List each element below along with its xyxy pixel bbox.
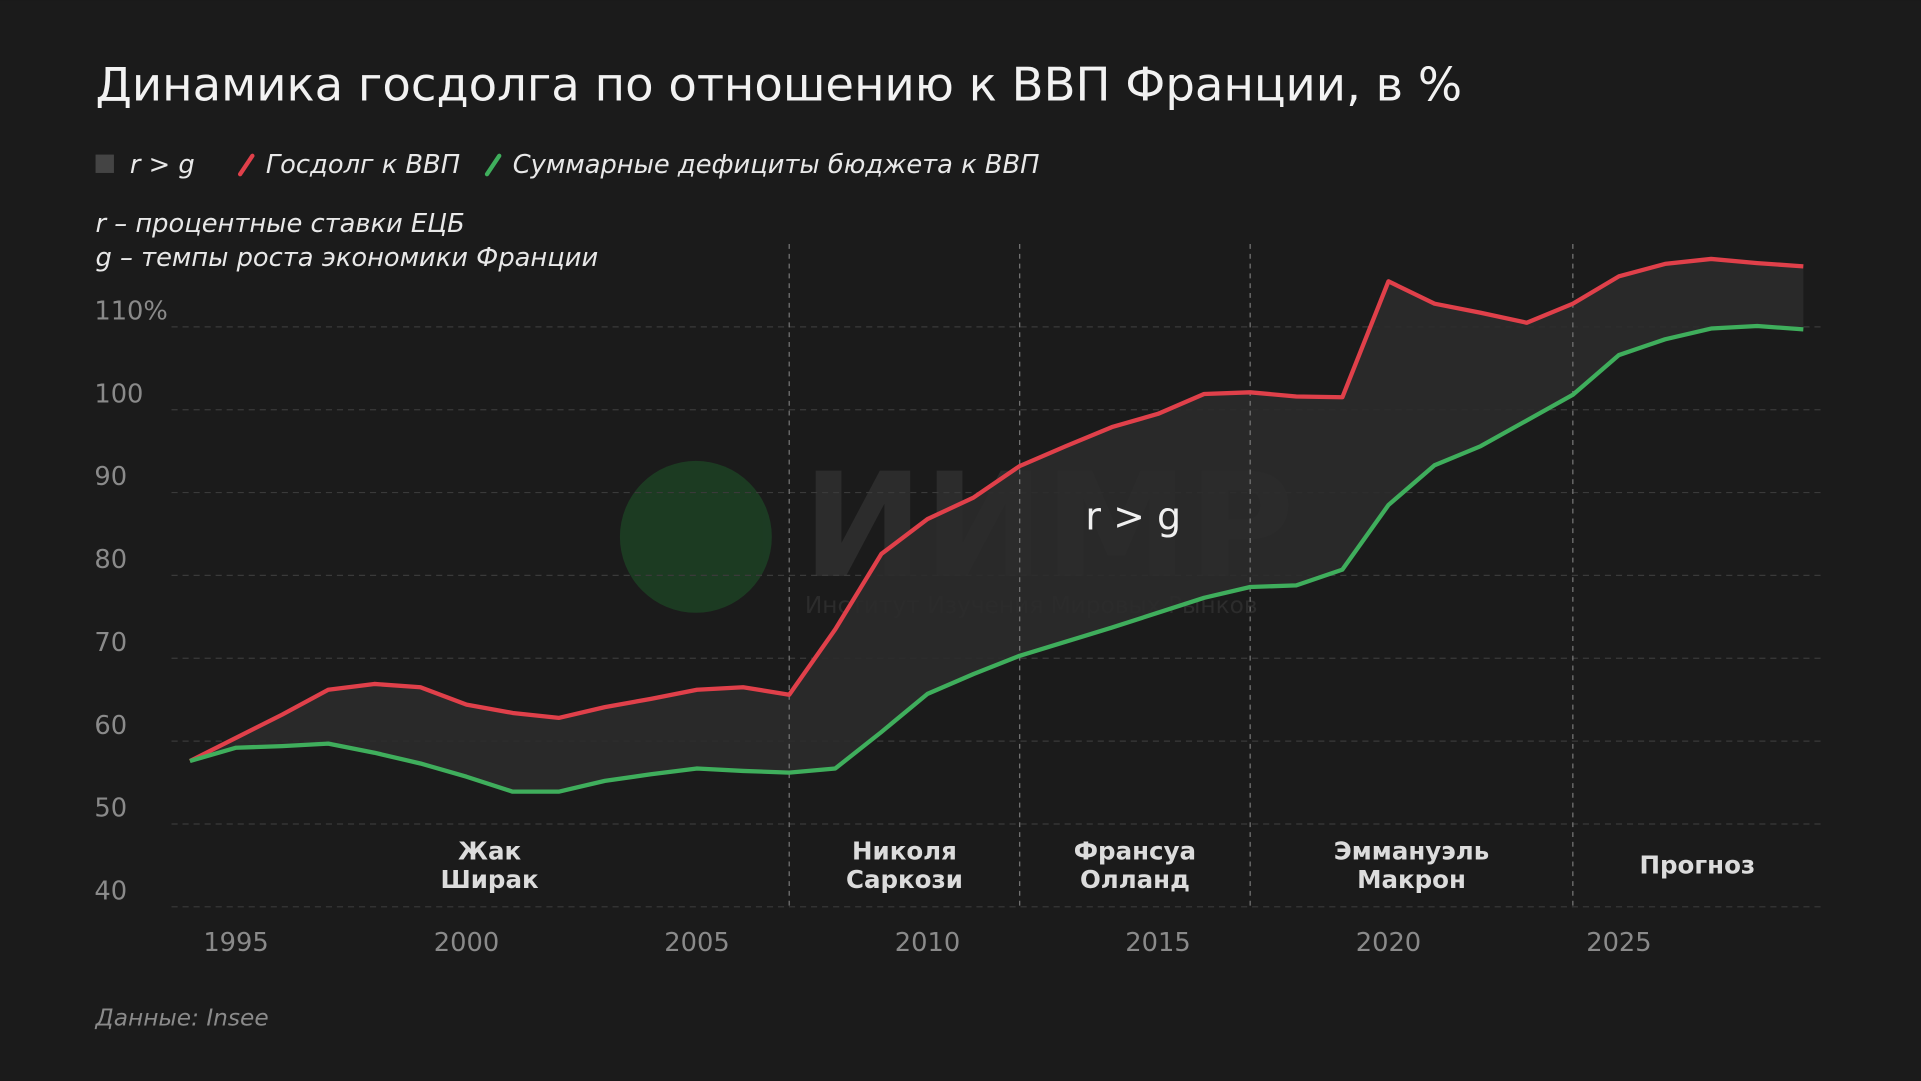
series-line: [188, 256, 1804, 763]
x-tick-label: 2020: [1356, 928, 1421, 958]
legend-label: r > g: [130, 150, 195, 180]
y-tick-label: 40: [94, 876, 127, 906]
x-tick-label: 2015: [1125, 928, 1190, 958]
x-tick-label: 2005: [664, 928, 729, 958]
y-tick-label: 110%: [94, 297, 168, 327]
period-label: Саркози: [846, 865, 963, 894]
note: r – процентные ставки ЕЦБ: [96, 209, 465, 239]
legend-label: Госдолг к ВВП: [266, 150, 460, 180]
period-label: Олланд: [1080, 865, 1190, 894]
period-label: Эммануэль: [1334, 837, 1489, 866]
period-label: Ширак: [441, 865, 540, 894]
period-label: Жак: [458, 837, 522, 866]
legend-swatch: [95, 154, 114, 173]
y-tick-label: 80: [94, 545, 127, 575]
x-tick-label: 1995: [203, 928, 268, 958]
period-label: Макрон: [1357, 865, 1466, 894]
x-tick-label: 2025: [1586, 928, 1651, 958]
period-label: Прогноз: [1639, 851, 1755, 880]
gap-area: [189, 258, 1804, 792]
legend-mark: [237, 153, 255, 177]
y-tick-label: 90: [94, 462, 127, 492]
period-label: Николя: [852, 837, 957, 866]
x-tick-label: 2010: [895, 928, 960, 958]
series-line: [189, 323, 1804, 794]
legend-mark: [484, 153, 502, 177]
source: Данные: Insee: [95, 1005, 269, 1032]
y-tick-label: 50: [94, 794, 127, 824]
y-tick-label: 100: [94, 379, 143, 409]
y-tick-label: 60: [94, 711, 127, 741]
y-tick-label: 70: [94, 628, 127, 658]
legend-label: Суммарные дефициты бюджета к ВВП: [513, 150, 1040, 180]
area-label: r > g: [1085, 494, 1181, 538]
note: g – темпы роста экономики Франции: [96, 243, 599, 273]
x-tick-label: 2000: [434, 928, 499, 958]
watermark-logo: [619, 460, 772, 613]
chart-title: Динамика госдолга по отношению к ВВП Фра…: [96, 58, 1463, 112]
period-label: Франсуа: [1074, 837, 1196, 866]
